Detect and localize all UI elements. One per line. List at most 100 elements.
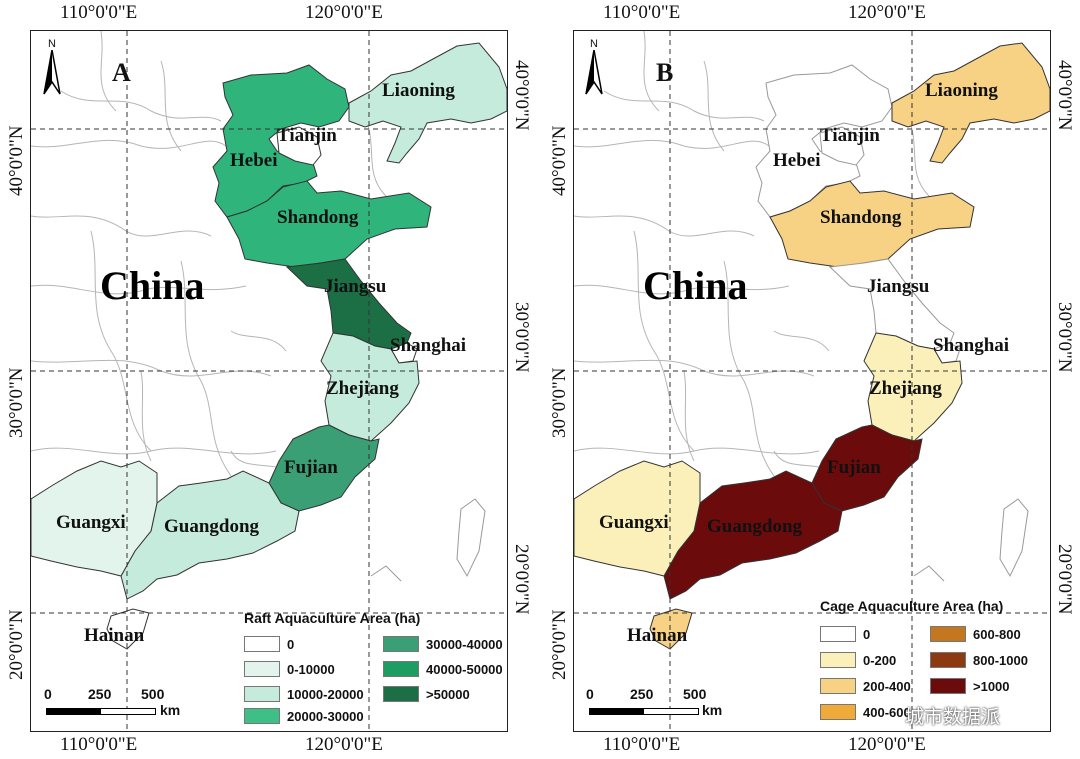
province-label-guangxi-b: Guangxi bbox=[599, 512, 669, 533]
lat-label-b-left-20: 20°0'0"N bbox=[549, 609, 570, 681]
graticule-b bbox=[574, 31, 1050, 731]
legend-swatch bbox=[244, 708, 280, 724]
province-liaoning-b bbox=[891, 42, 1050, 164]
base-boundaries-b bbox=[574, 31, 930, 502]
province-guangdong-a bbox=[120, 470, 300, 600]
north-arrow-label-b: N bbox=[590, 38, 598, 50]
province-label-shandong-a: Shandong bbox=[277, 207, 359, 228]
legend-item-b-1: 0-200 bbox=[820, 652, 896, 668]
panel-letter-b: B bbox=[656, 58, 674, 87]
legend-item-b-3: 400-600 bbox=[820, 704, 911, 720]
panel-letter-a: A bbox=[112, 58, 131, 87]
lon-label-a-bottom-120: 120°0'0"E bbox=[305, 734, 383, 755]
north-arrow-icon bbox=[585, 49, 603, 95]
province-shandong-b bbox=[769, 180, 975, 268]
legend-item-a-4: 30000-40000 bbox=[383, 636, 503, 652]
legend-swatch bbox=[820, 652, 856, 668]
legend-swatch bbox=[383, 636, 419, 652]
province-label-hebei-a: Hebei bbox=[230, 150, 278, 171]
province-label-jiangsu-b: Jiangsu bbox=[867, 276, 930, 297]
legend-swatch bbox=[930, 626, 966, 642]
province-zhejiang-b bbox=[863, 332, 963, 442]
lon-label-a-top-110: 110°0'0"E bbox=[60, 2, 138, 23]
province-liaoning-a bbox=[348, 42, 507, 164]
lat-label-b-left-40: 40°0'0"N bbox=[549, 125, 570, 197]
lat-label-a-left-20: 20°0'0"N bbox=[6, 609, 27, 681]
legend-item-b-0: 0 bbox=[820, 626, 870, 642]
lon-label-b-top-120: 120°0'0"E bbox=[848, 2, 926, 23]
province-label-shanghai-a: Shanghai bbox=[390, 335, 467, 356]
legend-title-a: Raft Aquaculture Area (ha) bbox=[244, 610, 421, 626]
province-label-fujian-a: Fujian bbox=[284, 457, 338, 478]
province-label-tianjin-b: Tianjin bbox=[820, 125, 880, 146]
legend-item-a-2: 10000-20000 bbox=[244, 686, 364, 702]
province-label-shandong-b: Shandong bbox=[820, 207, 902, 228]
province-guangxi-b bbox=[574, 460, 701, 577]
legend-item-b-5: 800-1000 bbox=[930, 652, 1028, 668]
map-svg-b bbox=[574, 31, 1050, 731]
legend-label: >1000 bbox=[973, 678, 1010, 694]
scale-tick-b-0: 0 bbox=[586, 686, 594, 702]
legend-swatch bbox=[383, 686, 419, 702]
legend-label: 20000-30000 bbox=[287, 708, 364, 724]
lat-label-b-left-30: 30°0'0"N bbox=[549, 367, 570, 439]
scale-bar-b bbox=[589, 708, 699, 715]
province-label-shanghai-b: Shanghai bbox=[933, 335, 1010, 356]
sea-coastline-b bbox=[913, 565, 945, 582]
lat-label-b-right-20: 20°0'0"N bbox=[1054, 544, 1075, 615]
province-zhejiang-a bbox=[320, 332, 420, 442]
province-label-guangxi-a: Guangxi bbox=[56, 512, 126, 533]
legend-label: 0 bbox=[863, 626, 871, 642]
lat-label-a-left-40: 40°0'0"N bbox=[6, 125, 27, 197]
country-label-b: China bbox=[643, 263, 748, 308]
taiwan-island-a bbox=[456, 498, 486, 578]
province-label-liaoning-a: Liaoning bbox=[382, 80, 455, 101]
legend-swatch bbox=[244, 636, 280, 652]
lon-label-b-bottom-120: 120°0'0"E bbox=[848, 734, 926, 755]
legend-swatch bbox=[820, 626, 856, 642]
legend-swatch bbox=[930, 652, 966, 668]
province-label-fujian-b: Fujian bbox=[827, 457, 881, 478]
scale-tick-b-250: 250 bbox=[630, 686, 654, 702]
lon-label-b-top-110: 110°0'0"E bbox=[603, 2, 681, 23]
legend-swatch bbox=[820, 704, 856, 720]
legend-item-a-6: >50000 bbox=[383, 686, 470, 702]
north-arrow-b: N bbox=[582, 38, 606, 99]
legend-swatch bbox=[244, 686, 280, 702]
province-guangdong-b bbox=[663, 470, 843, 600]
province-label-guangdong-a: Guangdong bbox=[164, 516, 260, 537]
scale-bar-a bbox=[46, 708, 156, 715]
province-shandong-a bbox=[226, 180, 432, 268]
lat-label-b-right-30: 30°0'0"N bbox=[1054, 302, 1075, 373]
legend-label: 200-400 bbox=[863, 678, 911, 694]
legend-swatch bbox=[244, 661, 280, 677]
legend-label: 400-600 bbox=[863, 704, 911, 720]
scale-tick-a-0: 0 bbox=[44, 686, 52, 702]
legend-label: 10000-20000 bbox=[287, 686, 364, 702]
legend-swatch bbox=[930, 678, 966, 694]
country-label-a: China bbox=[100, 263, 205, 308]
legend-label: 800-1000 bbox=[973, 652, 1028, 668]
legend-label: 0 bbox=[287, 636, 295, 652]
province-hainan-a bbox=[106, 608, 150, 650]
legend-label: 0-200 bbox=[863, 652, 897, 668]
legend-item-a-1: 0-10000 bbox=[244, 661, 335, 677]
watermark-text: 城市数据派 bbox=[905, 706, 1001, 728]
legend-label: 600-800 bbox=[973, 626, 1021, 642]
province-guangxi-a bbox=[31, 460, 158, 577]
province-label-zhejiang-b: Zhejiang bbox=[869, 378, 942, 399]
province-label-liaoning-b: Liaoning bbox=[925, 80, 998, 101]
province-label-hainan-b: Hainan bbox=[627, 625, 688, 646]
legend-label: 40000-50000 bbox=[426, 661, 503, 677]
province-label-hainan-a: Hainan bbox=[84, 625, 145, 646]
graticule-a bbox=[31, 31, 507, 731]
legend-item-a-0: 0 bbox=[244, 636, 294, 652]
province-label-guangdong-b: Guangdong bbox=[707, 516, 803, 537]
legend-item-a-5: 40000-50000 bbox=[383, 661, 503, 677]
lon-label-a-bottom-110: 110°0'0"E bbox=[60, 734, 138, 755]
scale-tick-a-500: 500 bbox=[141, 686, 165, 702]
legend-label: >50000 bbox=[426, 686, 470, 702]
scale-unit-a: km bbox=[160, 702, 181, 718]
province-hainan-b bbox=[649, 608, 693, 650]
lat-label-b-right-40: 40°0'0"N bbox=[1054, 60, 1075, 131]
